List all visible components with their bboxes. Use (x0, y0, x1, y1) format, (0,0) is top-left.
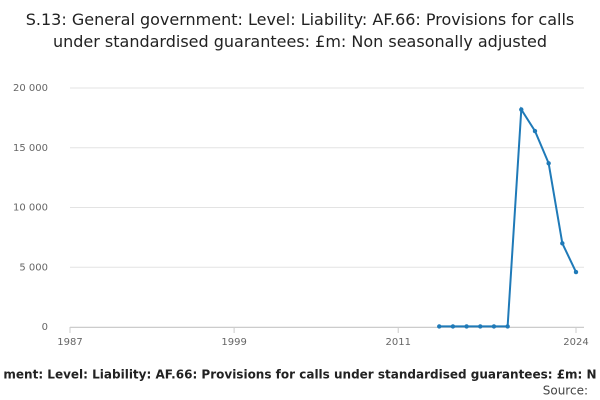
data-point (478, 324, 483, 329)
data-point (519, 107, 524, 112)
data-point (450, 324, 456, 329)
x-axis-label: ment: Level: Liability: AF.66: Provision… (3, 368, 596, 382)
y-tick-label: 5 000 (19, 262, 48, 273)
data-point (464, 324, 469, 329)
data-point (560, 241, 565, 246)
y-tick-label: 0 (42, 322, 48, 333)
data-point (491, 324, 497, 329)
x-tick-label: 1999 (221, 337, 246, 348)
x-tick-label: 2024 (563, 337, 588, 348)
y-tick-label: 20 000 (13, 83, 48, 94)
y-tick-label: 15 000 (13, 143, 48, 154)
data-point (546, 161, 551, 166)
data-point (437, 324, 442, 329)
source: Source: (543, 384, 588, 398)
x-tick-label: 1987 (57, 337, 82, 348)
data-point (573, 269, 579, 275)
chart-title: S.13: General government: Level: Liabili… (26, 10, 575, 51)
x-tick-label: 2011 (385, 337, 410, 348)
data-point (532, 128, 538, 134)
data-point (505, 324, 510, 329)
y-tick-label: 10 000 (13, 203, 48, 214)
series-line (439, 106, 577, 328)
